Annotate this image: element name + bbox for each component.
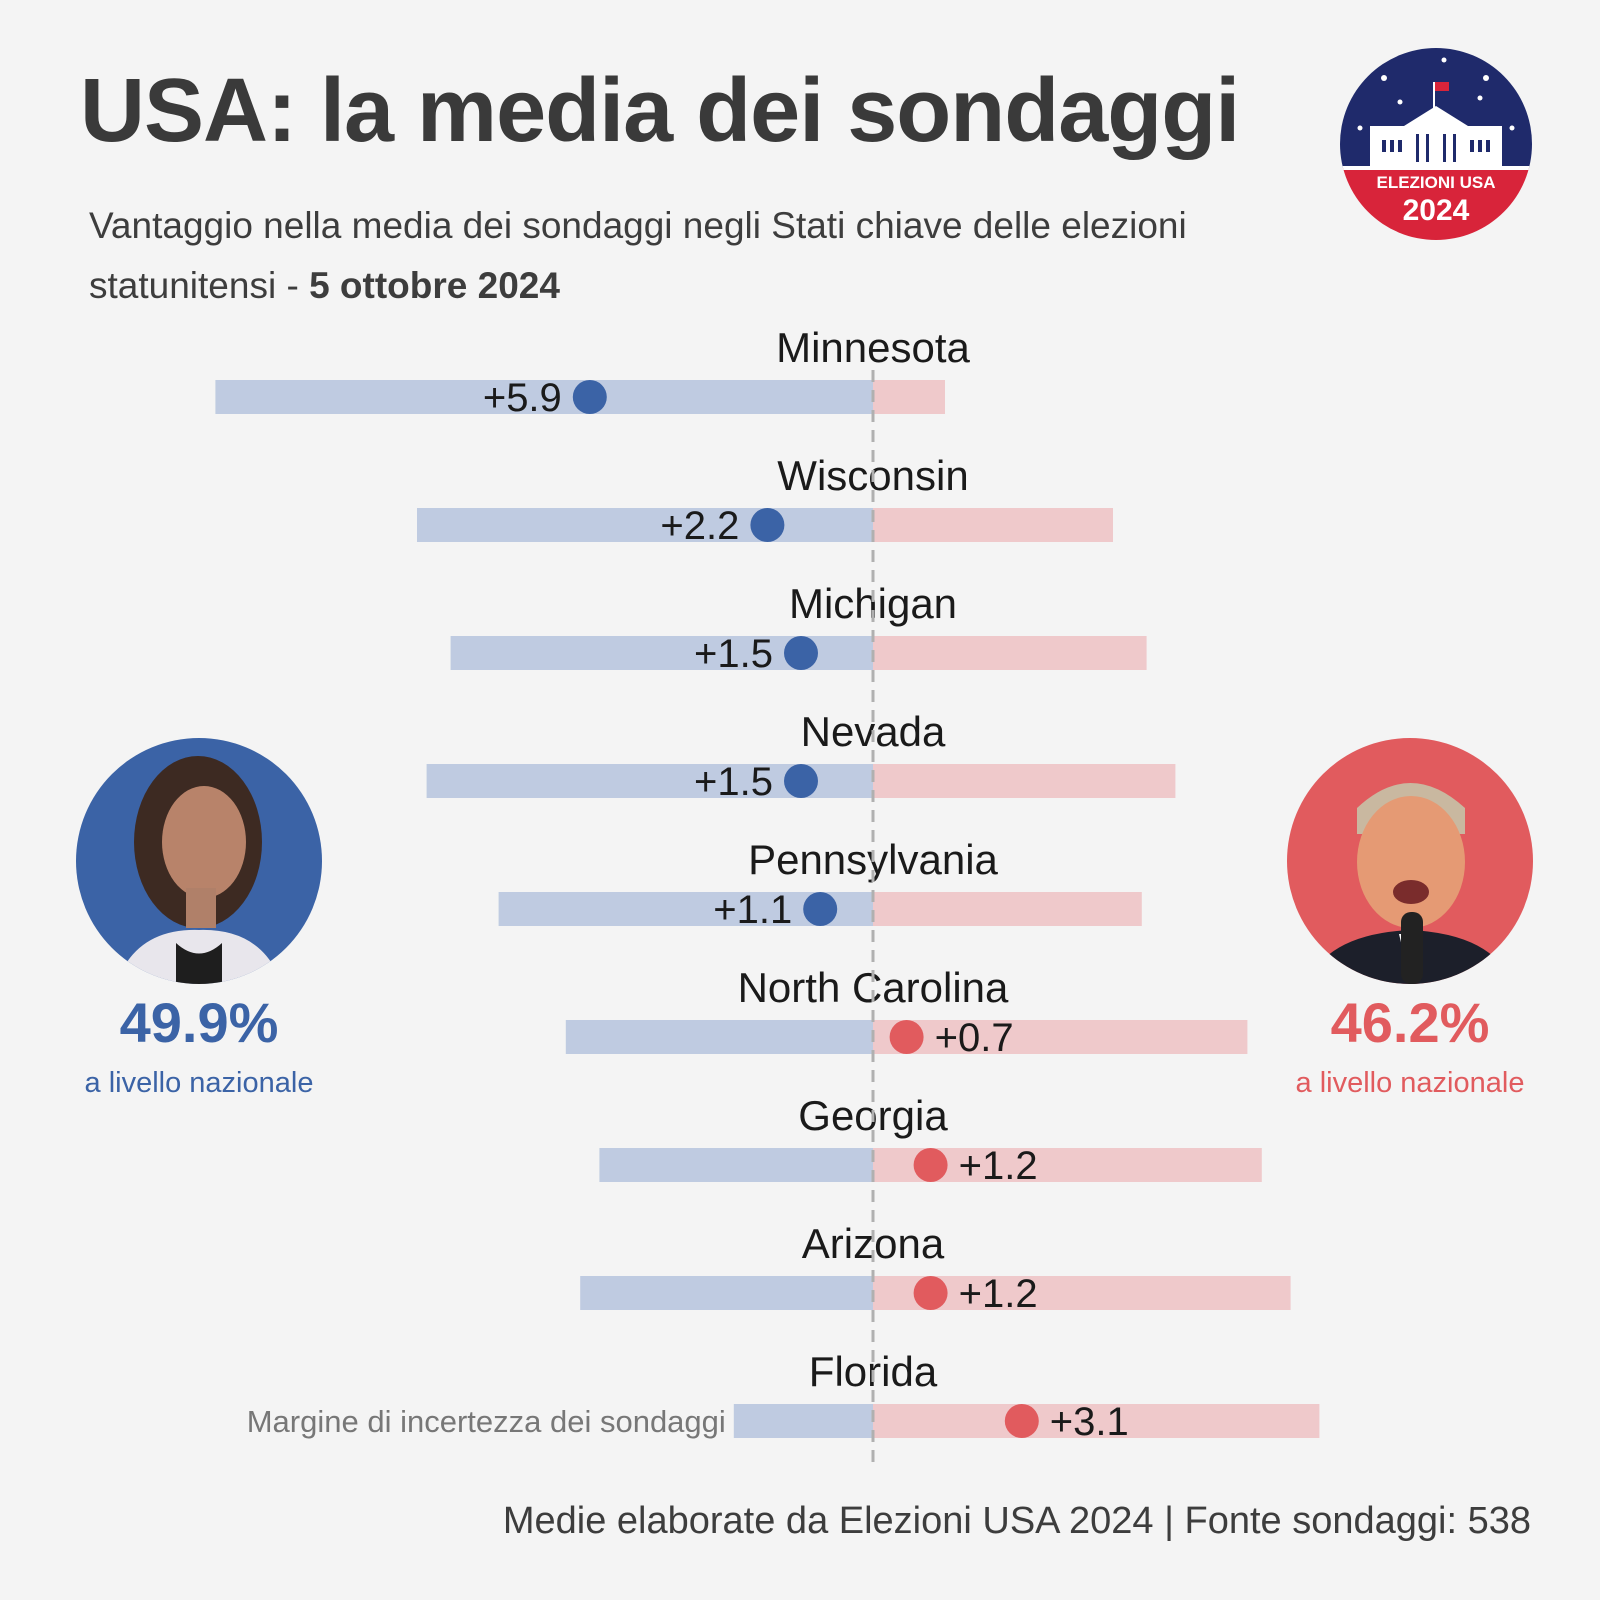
uncertainty-band-dem	[733, 1404, 873, 1438]
lead-label: +2.2	[660, 504, 739, 548]
lead-label: +0.7	[935, 1016, 1014, 1060]
elections-logo: ELEZIONI USA 2024	[1340, 48, 1532, 240]
uncertainty-band-dem	[215, 380, 873, 414]
page-subtitle: Vantaggio nella media dei sondaggi negli…	[89, 196, 1329, 316]
lead-dot	[750, 508, 785, 542]
uncertainty-band-rep	[873, 1404, 1320, 1438]
lead-label: +1.1	[713, 888, 792, 932]
uncertainty-band-dem	[599, 1148, 873, 1182]
candidate-left: 49.9% a livello nazionale	[59, 738, 339, 1100]
uncertainty-band-rep	[873, 892, 1142, 926]
lead-dot	[889, 1020, 924, 1054]
uncertainty-band-rep	[873, 764, 1176, 798]
source-footer: Medie elaborate da Elezioni USA 2024 | F…	[502, 1500, 1531, 1542]
uncertainty-band-rep	[873, 508, 1113, 542]
lead-dot	[913, 1148, 948, 1182]
lead-dot	[784, 764, 818, 798]
lead-dot	[913, 1276, 948, 1310]
lead-dot	[803, 892, 838, 926]
uncertainty-band-dem	[417, 508, 873, 542]
candidate-right-portrait	[1287, 738, 1533, 984]
subtitle-text: Vantaggio nella media dei sondaggi negli…	[89, 205, 1187, 306]
candidate-left-percentage: 49.9%	[119, 991, 279, 1054]
lead-dot	[572, 380, 607, 414]
lead-dot	[784, 636, 818, 670]
uncertainty-band-dem	[580, 1276, 873, 1310]
lead-label: +3.1	[1050, 1400, 1129, 1444]
subtitle-date: 5 ottobre 2024	[309, 265, 560, 306]
uncertainty-note: Margine di incertezza dei sondaggi	[247, 1404, 726, 1439]
uncertainty-band-rep	[873, 1020, 1248, 1054]
uncertainty-band-rep	[873, 636, 1147, 670]
state-label: Minnesota	[776, 324, 970, 371]
lead-label: +1.2	[959, 1144, 1038, 1188]
candidate-left-level: a livello nazionale	[84, 1067, 314, 1099]
lead-label: +5.9	[483, 376, 562, 420]
candidate-right: 46.2% a livello nazionale	[1270, 738, 1550, 1100]
star-icons	[1357, 57, 1515, 131]
lead-dot	[1004, 1404, 1039, 1438]
lead-label: +1.5	[694, 632, 773, 676]
candidate-right-percentage: 46.2%	[1330, 991, 1490, 1054]
candidate-left-portrait	[76, 738, 322, 984]
logo-line2: 2024	[1403, 194, 1470, 227]
uncertainty-band-dem	[565, 1020, 873, 1054]
lead-label: +1.2	[959, 1272, 1038, 1316]
page-title: USA: la media dei sondaggi	[80, 61, 1240, 161]
uncertainty-band-rep	[873, 380, 945, 414]
lead-label: +1.5	[694, 760, 773, 804]
candidate-right-level: a livello nazionale	[1295, 1067, 1525, 1099]
flag-icon	[1435, 82, 1449, 91]
logo-line1: ELEZIONI USA	[1376, 173, 1495, 192]
